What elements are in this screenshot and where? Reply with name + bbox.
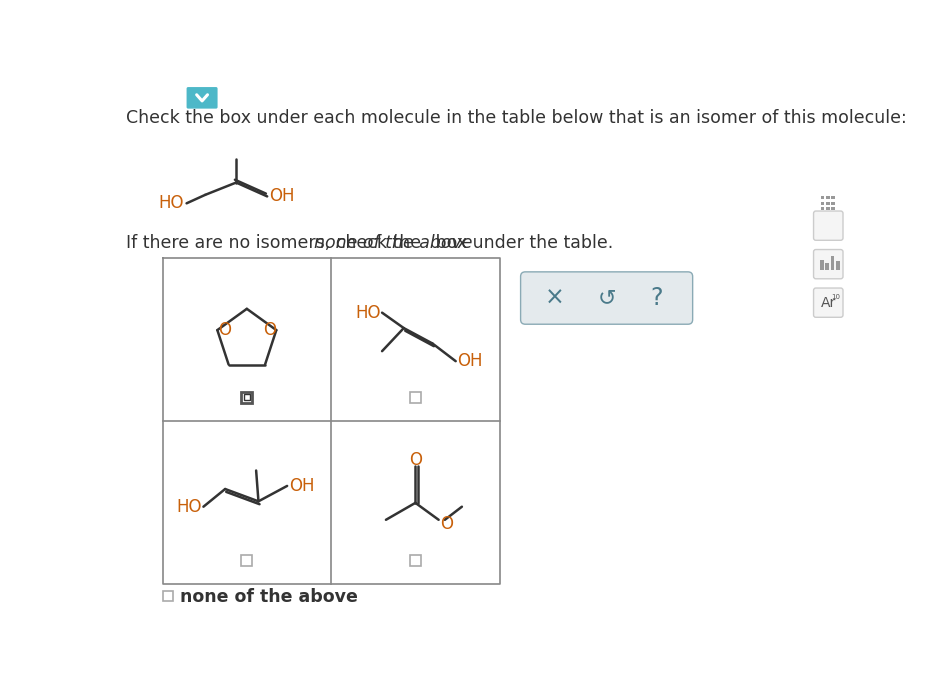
Text: If there are no isomers, check the: If there are no isomers, check the <box>126 234 427 252</box>
FancyBboxPatch shape <box>813 288 843 317</box>
Bar <box>410 555 420 566</box>
Bar <box>831 202 835 205</box>
Bar <box>831 196 835 199</box>
Text: O: O <box>440 515 454 532</box>
FancyBboxPatch shape <box>521 272 692 324</box>
Bar <box>410 392 420 403</box>
Bar <box>820 202 825 205</box>
Bar <box>831 256 834 270</box>
Text: Ar: Ar <box>821 295 836 310</box>
Bar <box>836 261 840 270</box>
Text: ?: ? <box>651 286 663 310</box>
Text: none of the above: none of the above <box>180 588 357 606</box>
Text: 10: 10 <box>831 294 841 300</box>
Bar <box>163 591 173 601</box>
Bar <box>831 207 835 210</box>
Text: ↺: ↺ <box>598 288 616 308</box>
Text: HO: HO <box>176 497 202 516</box>
Bar <box>826 196 830 199</box>
Text: O: O <box>218 321 231 339</box>
Text: OH: OH <box>457 352 483 370</box>
FancyBboxPatch shape <box>187 87 218 109</box>
Text: HO: HO <box>159 194 185 212</box>
Text: HO: HO <box>355 304 381 322</box>
Bar <box>820 207 825 210</box>
Bar <box>241 392 252 403</box>
Bar <box>826 202 830 205</box>
Text: Check the box under each molecule in the table below that is an isomer of this m: Check the box under each molecule in the… <box>126 109 907 127</box>
Bar <box>820 260 824 270</box>
FancyBboxPatch shape <box>813 249 843 279</box>
FancyBboxPatch shape <box>813 211 843 240</box>
Bar <box>820 196 825 199</box>
Bar <box>825 262 829 270</box>
Text: OH: OH <box>269 188 295 205</box>
Bar <box>826 207 830 210</box>
Text: OH: OH <box>289 477 314 495</box>
Text: box under the table.: box under the table. <box>430 234 613 252</box>
Bar <box>243 394 250 401</box>
Text: O: O <box>409 451 422 469</box>
Text: ×: × <box>545 286 564 310</box>
Bar <box>241 555 252 566</box>
Text: none of the above: none of the above <box>313 234 473 252</box>
Text: O: O <box>263 321 276 339</box>
